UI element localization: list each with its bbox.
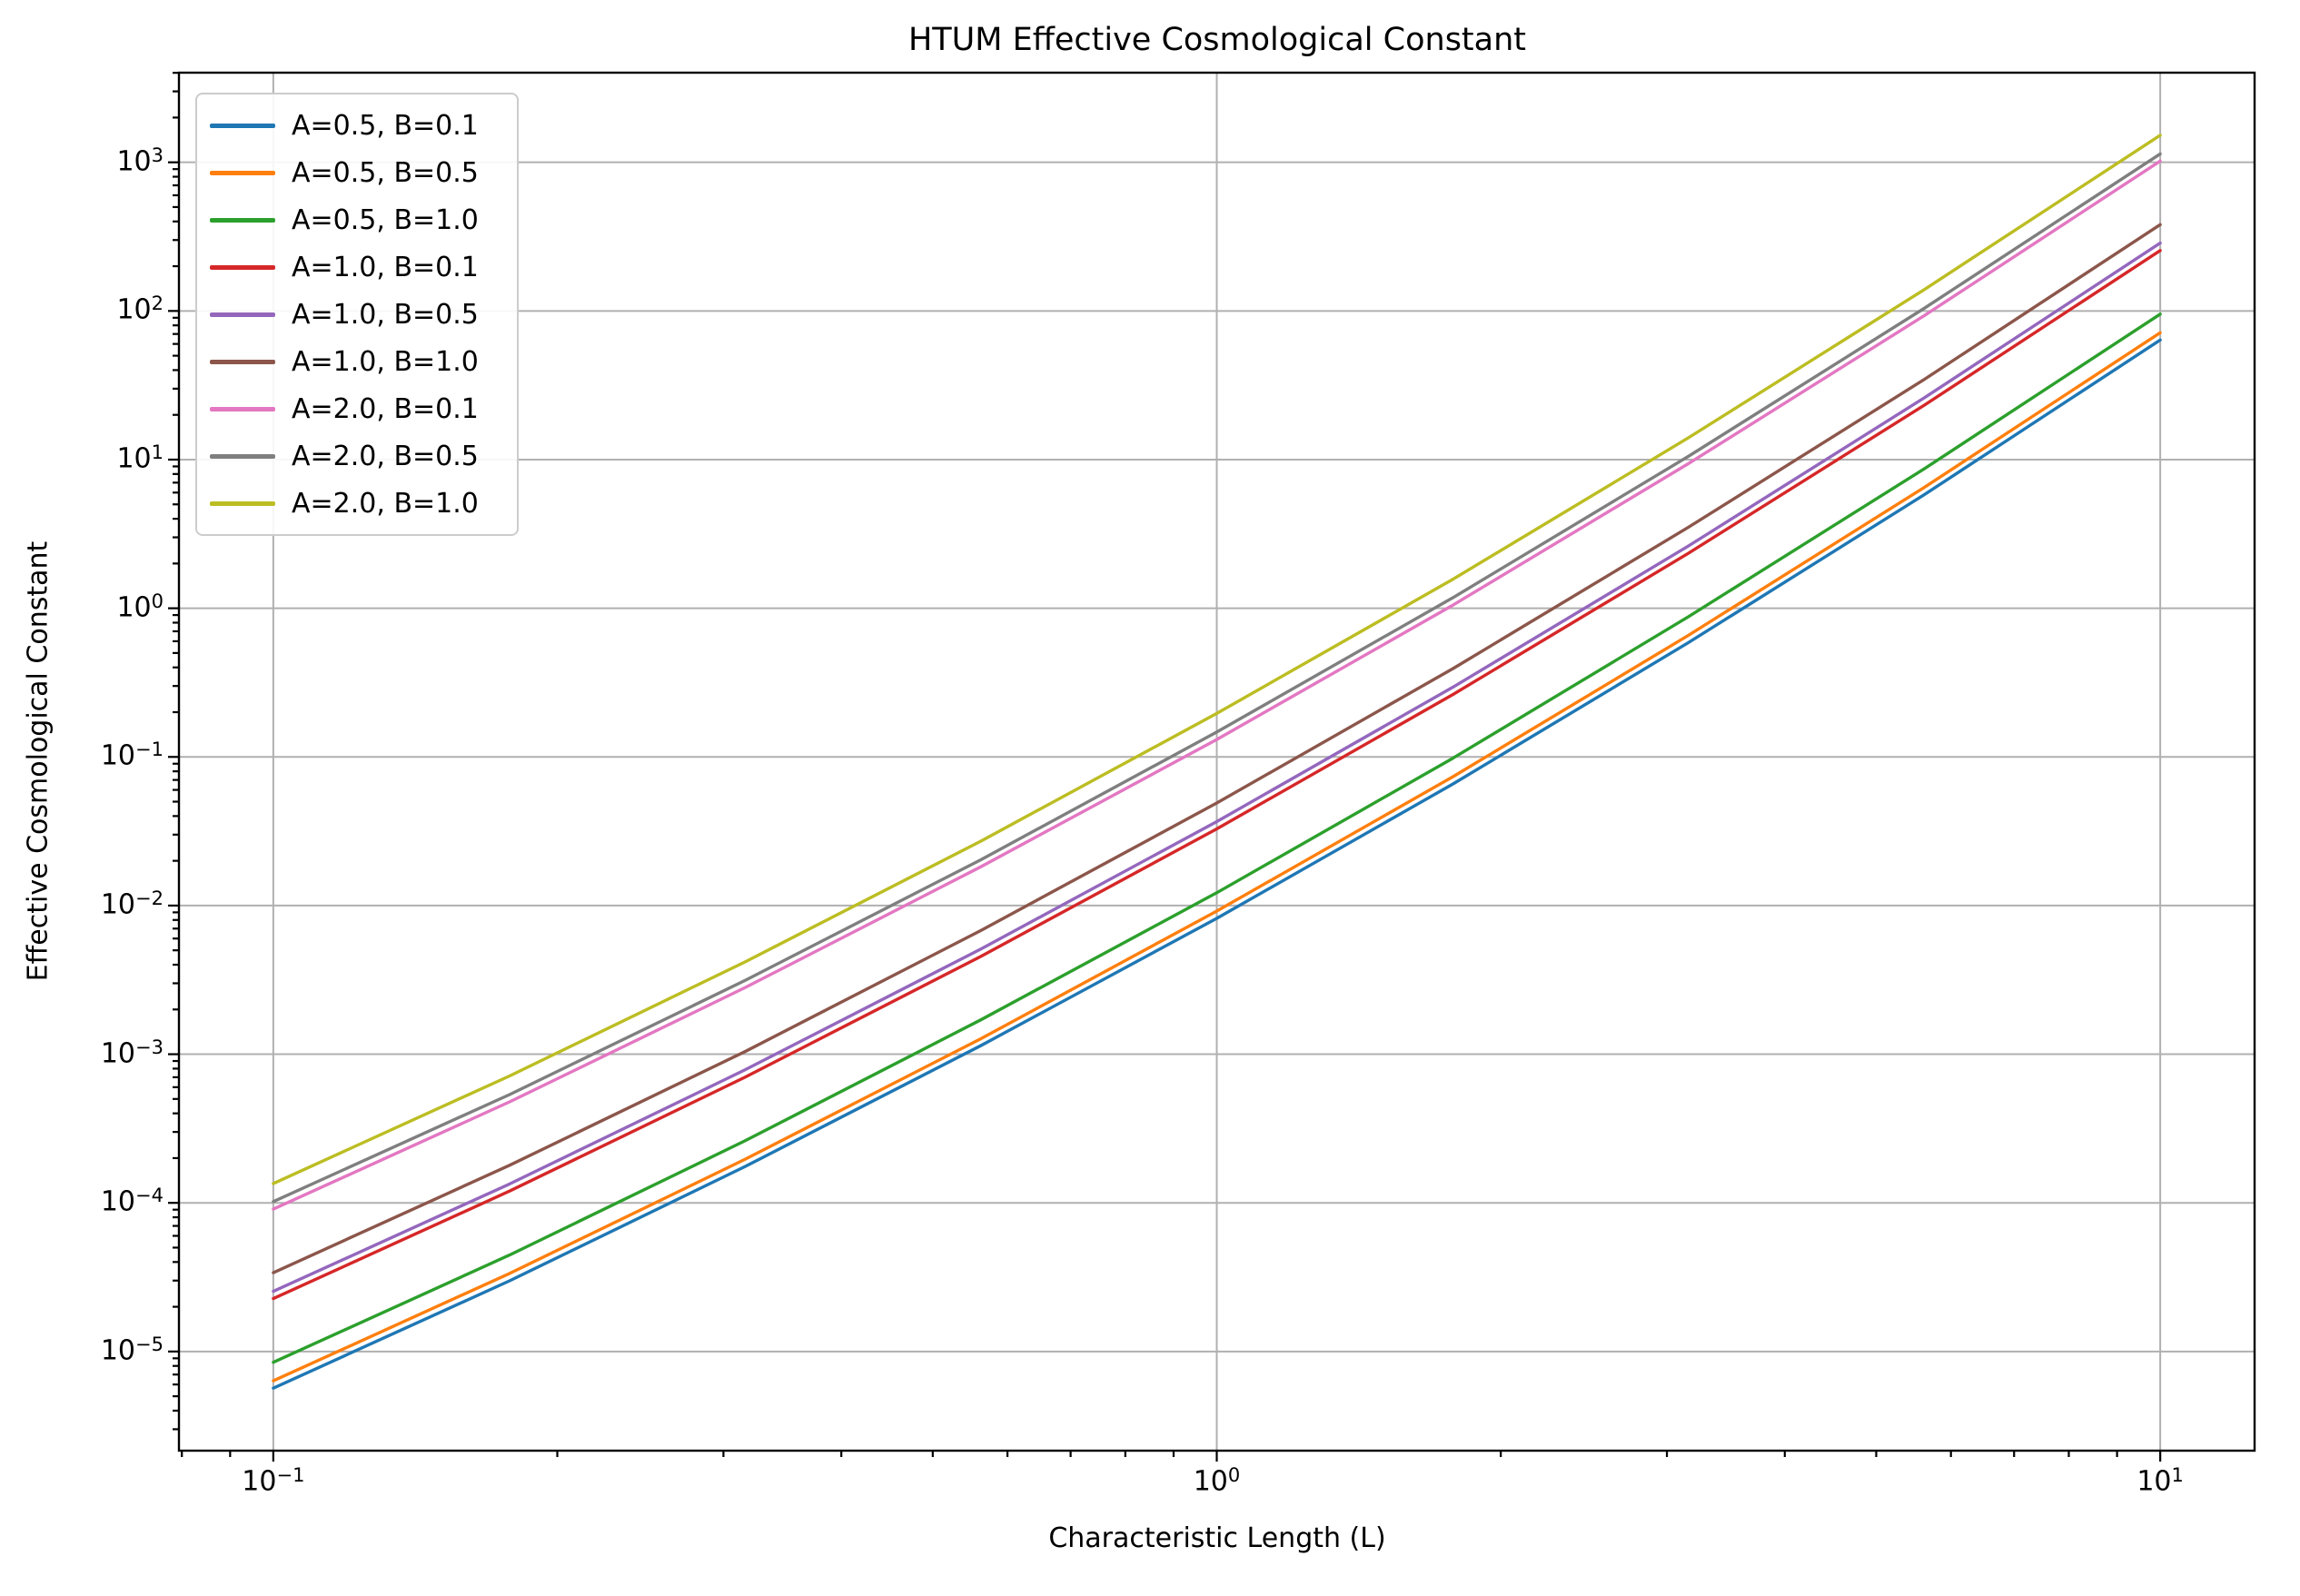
series-line-5 xyxy=(272,223,2162,1274)
legend-label: A=0.5, B=1.0 xyxy=(292,203,479,236)
legend-swatch xyxy=(210,501,275,506)
y-tick-label: 101 xyxy=(116,441,164,475)
legend-label: A=2.0, B=0.5 xyxy=(292,440,479,472)
x-axis-label: Characteristic Length (L) xyxy=(1048,1522,1386,1554)
legend-item: A=1.0, B=0.1 xyxy=(210,243,508,291)
x-tick-label: 100 xyxy=(1193,1464,1241,1498)
legend: A=0.5, B=0.1 A=0.5, B=0.5 A=0.5, B=1.0 A=1.… xyxy=(195,93,519,536)
series-line-8 xyxy=(272,134,2162,1185)
legend-item: A=2.0, B=0.5 xyxy=(210,432,508,480)
series-line-7 xyxy=(272,152,2162,1204)
y-tick-label: 10−4 xyxy=(100,1185,164,1218)
legend-swatch xyxy=(210,264,275,270)
legend-item: A=0.5, B=0.1 xyxy=(210,102,508,149)
legend-item: A=1.0, B=0.5 xyxy=(210,291,508,338)
legend-item: A=2.0, B=0.1 xyxy=(210,385,508,432)
legend-label: A=2.0, B=1.0 xyxy=(292,487,479,520)
y-tick-label: 100 xyxy=(116,590,164,624)
legend-label: A=0.5, B=0.1 xyxy=(292,109,479,142)
legend-item: A=2.0, B=1.0 xyxy=(210,480,508,527)
y-tick-label: 10−5 xyxy=(100,1333,164,1367)
y-tick-label: 102 xyxy=(116,292,164,326)
x-tick-label: 101 xyxy=(2136,1464,2184,1498)
legend-label: A=0.5, B=0.5 xyxy=(292,156,479,189)
x-tick-label: 10−1 xyxy=(242,1464,305,1498)
y-tick-label: 103 xyxy=(116,144,164,178)
legend-item: A=1.0, B=1.0 xyxy=(210,338,508,385)
chart-title: HTUM Effective Cosmological Constant xyxy=(907,22,1527,58)
legend-swatch xyxy=(210,217,275,223)
legend-swatch xyxy=(210,359,275,364)
legend-item: A=0.5, B=1.0 xyxy=(210,196,508,243)
y-tick-label: 10−1 xyxy=(100,739,164,772)
legend-label: A=2.0, B=0.1 xyxy=(292,392,479,425)
y-tick-label: 10−2 xyxy=(100,887,164,921)
legend-swatch xyxy=(210,123,275,128)
series-line-3 xyxy=(272,249,2162,1301)
series-line-2 xyxy=(272,312,2162,1364)
series-line-4 xyxy=(272,241,2162,1294)
legend-label: A=1.0, B=0.1 xyxy=(292,251,479,283)
legend-label: A=1.0, B=1.0 xyxy=(292,345,479,378)
series-line-1 xyxy=(272,331,2162,1383)
legend-swatch xyxy=(210,312,275,317)
y-tick-label: 10−3 xyxy=(100,1036,164,1069)
series-line-0 xyxy=(272,338,2162,1390)
legend-label: A=1.0, B=0.5 xyxy=(292,298,479,331)
series-line-6 xyxy=(272,159,2162,1211)
y-axis-label: Effective Cosmological Constant xyxy=(22,540,55,982)
legend-swatch xyxy=(210,453,275,459)
legend-swatch xyxy=(210,406,275,411)
legend-item: A=0.5, B=0.5 xyxy=(210,149,508,196)
legend-swatch xyxy=(210,170,275,175)
